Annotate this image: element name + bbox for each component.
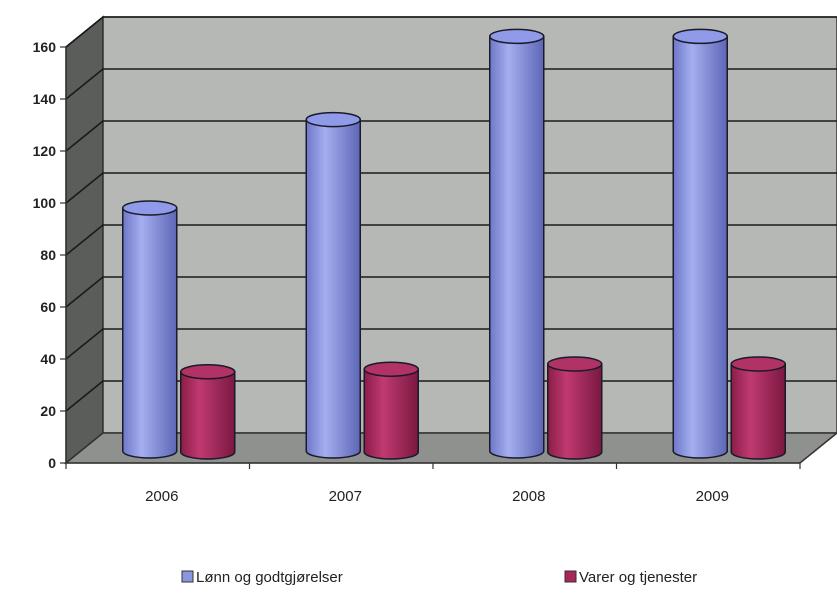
legend-swatch-1 bbox=[181, 570, 194, 583]
y-tick-label: 140 bbox=[33, 91, 57, 107]
cylinder-top bbox=[730, 356, 786, 372]
bar-series2-2008 bbox=[547, 356, 603, 460]
gridline bbox=[65, 224, 837, 256]
y-tick-label: 80 bbox=[40, 247, 56, 263]
y-tick-label: 160 bbox=[33, 39, 57, 55]
y-tick-label: 20 bbox=[40, 403, 56, 419]
y-tick-label: 40 bbox=[40, 351, 56, 367]
y-axis: 0 20 40 60 80 100 120 140 160 bbox=[33, 39, 67, 471]
gridline bbox=[65, 276, 837, 308]
bar-series1-2009 bbox=[672, 28, 728, 459]
x-axis: 2006 2007 2008 2009 bbox=[65, 462, 801, 505]
cylinder-top bbox=[489, 28, 545, 45]
bar-series2-2007 bbox=[363, 361, 419, 460]
bar-series2-2006 bbox=[180, 364, 236, 460]
cylinder-top bbox=[547, 356, 603, 372]
x-tick-label-2007: 2007 bbox=[329, 488, 362, 505]
x-tick-label-2008: 2008 bbox=[512, 488, 545, 505]
x-tick-label-2009: 2009 bbox=[696, 488, 729, 505]
bar-series2-2009 bbox=[730, 356, 786, 460]
legend-swatch-2 bbox=[564, 570, 577, 583]
legend-label-1: Lønn og godtgjørelser bbox=[196, 569, 343, 586]
cylinder-body bbox=[305, 118, 361, 459]
gridline bbox=[65, 16, 837, 48]
y-tick-label: 120 bbox=[33, 143, 57, 159]
cylinder-body bbox=[547, 363, 603, 460]
legend-label-2: Varer og tjenester bbox=[579, 569, 697, 586]
bar-series1-2008 bbox=[489, 28, 545, 459]
y-tick-label: 100 bbox=[33, 195, 57, 211]
x-tick-label-2006: 2006 bbox=[145, 488, 178, 505]
bar-series1-2007 bbox=[305, 111, 361, 459]
cylinder-top bbox=[122, 200, 178, 216]
cylinder-top bbox=[305, 111, 361, 128]
legend: Lønn og godtgjørelser Varer og tjenester bbox=[181, 569, 697, 586]
y-tick-label: 0 bbox=[48, 455, 56, 471]
cylinder-body bbox=[489, 35, 545, 459]
cylinder-body bbox=[672, 35, 728, 459]
y-tick-label: 60 bbox=[40, 299, 56, 315]
cylinder-top bbox=[363, 361, 419, 377]
cylinder-body bbox=[122, 207, 178, 459]
cylinder-body bbox=[180, 371, 236, 460]
cylinder-body bbox=[363, 368, 419, 460]
gridline bbox=[65, 120, 837, 152]
cylinder-top bbox=[180, 364, 236, 380]
cylinder-body bbox=[730, 363, 786, 460]
bars-group bbox=[122, 28, 786, 460]
bar-series1-2006 bbox=[122, 200, 178, 459]
gridline bbox=[65, 172, 837, 204]
cylinder-top bbox=[672, 28, 728, 45]
gridline bbox=[65, 328, 837, 360]
gridline bbox=[65, 68, 837, 100]
